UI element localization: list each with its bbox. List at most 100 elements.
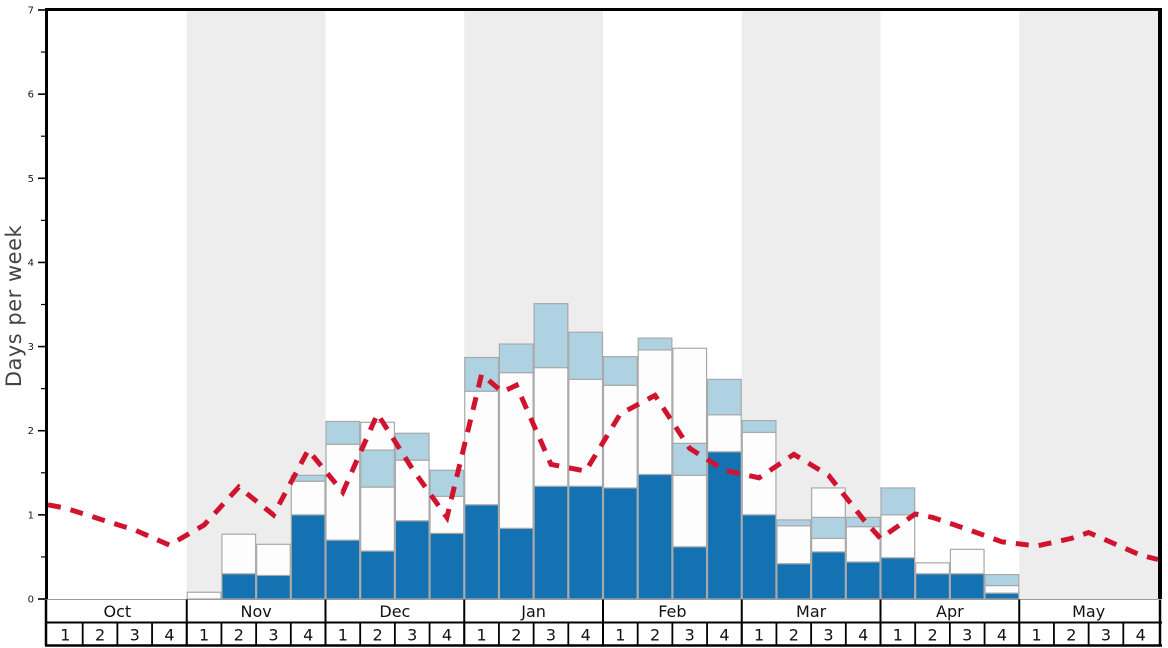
bar-segment-blue <box>984 592 1020 600</box>
bar-segment-white <box>464 390 500 506</box>
bar-segment-lightblue <box>706 378 742 416</box>
week-number-label: 4 <box>719 626 729 645</box>
month-label: Apr <box>936 602 964 621</box>
week-number-label: 3 <box>1101 626 1111 645</box>
bar-segment-white <box>811 487 846 518</box>
bar-segment-blue <box>256 574 291 600</box>
week-number-label: 3 <box>962 626 972 645</box>
bar-segment-blue <box>741 514 777 600</box>
week-number-label: 2 <box>95 626 105 645</box>
week-number-label: 1 <box>615 626 625 645</box>
plot-top-border <box>45 8 1161 11</box>
week-number-label: 3 <box>268 626 278 645</box>
week-number-label: 2 <box>372 626 382 645</box>
bar-segment-white <box>290 480 326 516</box>
bar-segment-white <box>394 459 430 522</box>
week-number-label: 1 <box>60 626 70 645</box>
bar-segment-lightblue <box>325 420 361 445</box>
bar-segment-lightblue <box>360 449 395 488</box>
month-label: Nov <box>241 602 272 621</box>
bar-segment-white <box>498 372 534 529</box>
y-tick-label: 0 <box>28 595 34 606</box>
y-tick-label: 1 <box>28 510 34 521</box>
y-tick-label: 5 <box>28 174 34 185</box>
week-number-label: 4 <box>442 626 452 645</box>
bar-segment-white <box>186 591 222 600</box>
bar-segment-blue <box>706 451 742 600</box>
bar-segment-blue <box>325 539 361 600</box>
bar-segment-white <box>533 367 569 487</box>
bar-segment-white <box>811 537 846 553</box>
red-dashed-average-line <box>47 369 1159 562</box>
bar-segment-blue <box>672 546 708 600</box>
bar-segment-blue <box>602 487 638 600</box>
bar-segment-white <box>915 562 950 575</box>
month-label: Mar <box>796 602 827 621</box>
week-number-label: 2 <box>234 626 244 645</box>
bar-segment-white <box>672 474 708 548</box>
week-number-label: 1 <box>338 626 348 645</box>
bar-segment-blue <box>533 485 569 600</box>
bar-segment-white <box>256 543 291 577</box>
week-number-label: 4 <box>303 626 313 645</box>
month-label: Dec <box>379 602 410 621</box>
bar-segment-blue <box>429 532 465 600</box>
y-tick-label: 2 <box>28 426 34 437</box>
week-number-label: 3 <box>546 626 556 645</box>
bar-segment-lightblue <box>533 303 569 369</box>
week-number-label: 2 <box>1066 626 1076 645</box>
week-number-label: 2 <box>511 626 521 645</box>
bar-segment-lightblue <box>602 356 638 386</box>
bar-segment-white <box>706 414 742 453</box>
shaded-month-band <box>1019 10 1158 599</box>
week-number-label: 3 <box>823 626 833 645</box>
bar-segment-blue <box>568 485 604 600</box>
week-number-label: 2 <box>789 626 799 645</box>
week-number-label: 1 <box>893 626 903 645</box>
week-number-label: 4 <box>581 626 591 645</box>
month-label: May <box>1072 602 1105 621</box>
bar-segment-lightblue <box>811 516 846 540</box>
y-tick-label: 4 <box>28 258 34 269</box>
bar-segment-white <box>880 514 916 559</box>
week-number-label: 2 <box>927 626 937 645</box>
week-number-label: 4 <box>858 626 868 645</box>
week-number-label: 1 <box>199 626 209 645</box>
week-number-label: 1 <box>754 626 764 645</box>
bar-segment-blue <box>776 563 812 600</box>
bar-segment-white <box>360 486 395 552</box>
bar-segment-lightblue <box>984 573 1020 587</box>
bar-segment-lightblue <box>637 337 673 351</box>
bar-segment-blue <box>464 504 500 600</box>
bar-segment-white <box>776 525 812 565</box>
bar-segment-blue <box>637 473 673 600</box>
bar-segment-lightblue <box>568 331 604 380</box>
bar-segment-lightblue <box>498 343 534 374</box>
week-number-label: 4 <box>997 626 1007 645</box>
y-tick-label: 3 <box>28 342 34 353</box>
y-tick-label: 7 <box>28 6 34 17</box>
week-number-label: 2 <box>650 626 660 645</box>
bar-segment-blue <box>880 557 916 600</box>
bar-segment-blue <box>290 514 326 600</box>
month-label: Jan <box>520 602 546 621</box>
bar-segment-blue <box>360 550 395 600</box>
bar-segment-blue <box>394 520 430 600</box>
y-tick-label: 6 <box>28 90 34 101</box>
bar-segment-blue <box>845 561 881 600</box>
bar-segment-blue <box>498 527 534 600</box>
week-number-label: 3 <box>130 626 140 645</box>
bar-segment-white <box>221 533 257 575</box>
bar-segment-white <box>949 548 985 575</box>
month-label: Oct <box>104 602 132 621</box>
week-number-label: 4 <box>1136 626 1146 645</box>
bar-segment-blue <box>221 573 257 600</box>
week-number-label: 1 <box>1032 626 1042 645</box>
bar-segment-white <box>741 431 777 516</box>
y-axis-line <box>45 8 48 599</box>
bar-segment-white <box>984 584 1020 594</box>
week-number-label: 3 <box>685 626 695 645</box>
bar-segment-blue <box>811 551 846 600</box>
